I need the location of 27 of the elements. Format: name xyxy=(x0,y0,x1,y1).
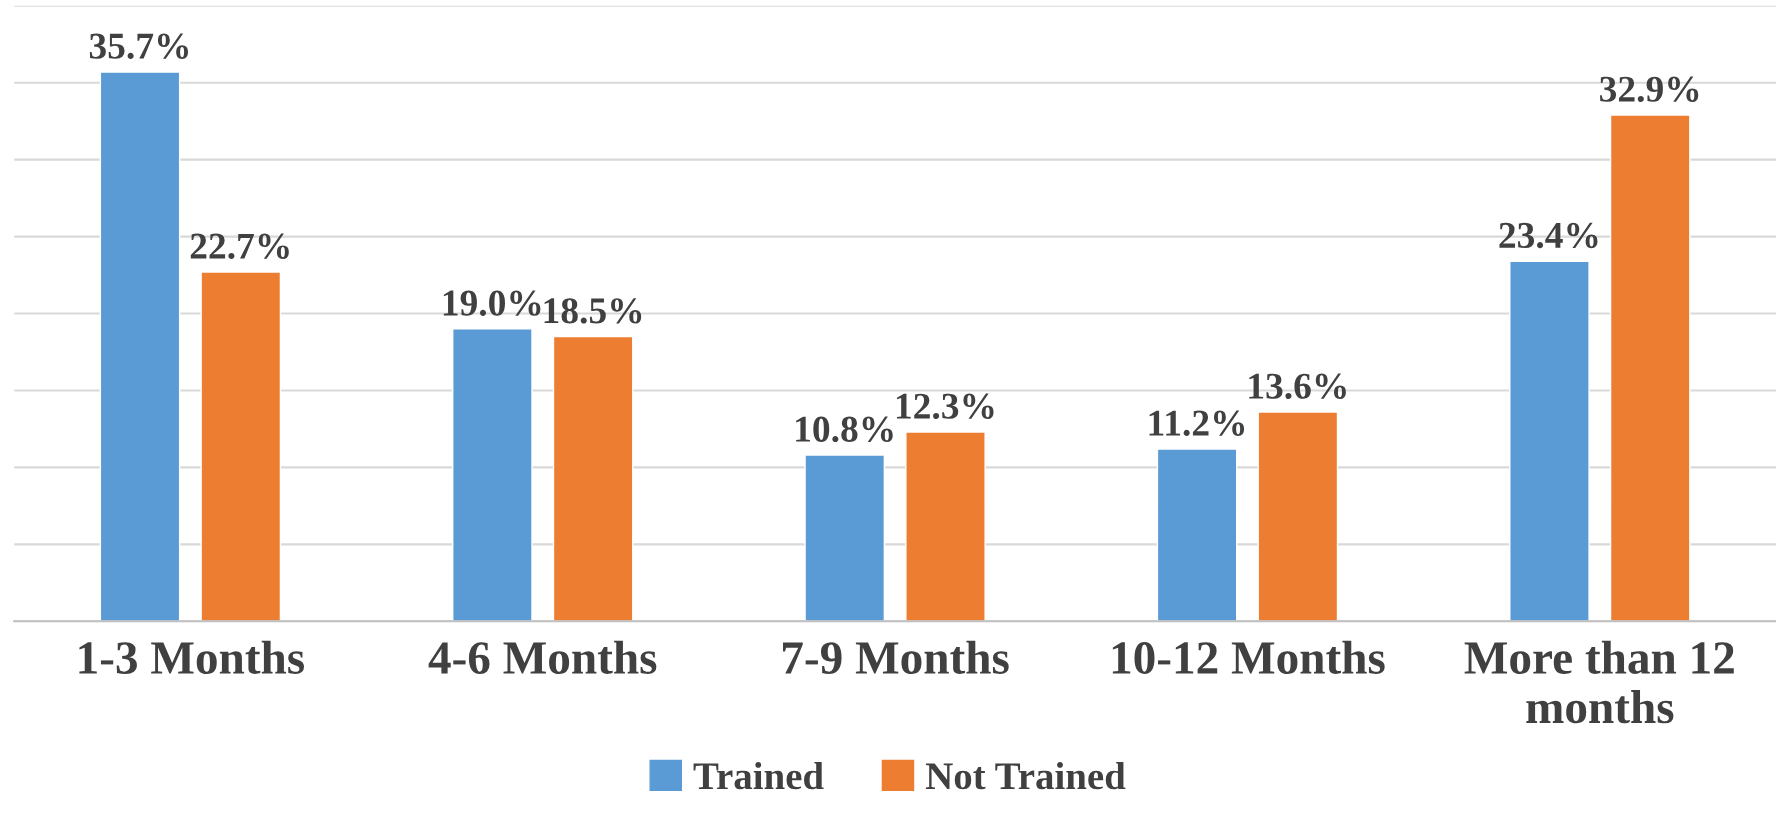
x-tick-label: 1-3 Months xyxy=(79,640,305,674)
data-label: 12.3% xyxy=(896,393,994,420)
data-label: 19.0% xyxy=(443,290,541,316)
data-label: 23.4% xyxy=(1499,222,1598,249)
x-tick-label: 7-9 Months xyxy=(783,640,1009,674)
bar xyxy=(99,71,181,622)
data-label: 18.5% xyxy=(544,298,642,324)
data-label: 11.2% xyxy=(1149,410,1245,436)
bar xyxy=(1509,260,1590,622)
bar xyxy=(905,431,986,622)
legend-label: Not Trained xyxy=(925,761,1126,790)
data-label: 35.7% xyxy=(89,33,189,59)
bar xyxy=(804,454,886,622)
x-tick-label: 4-6 Months xyxy=(428,640,657,674)
bar xyxy=(1257,411,1339,622)
data-label: 13.6% xyxy=(1249,373,1346,400)
x-tick-label: More than 12 months xyxy=(1464,640,1734,724)
data-label: 10.8% xyxy=(796,416,893,443)
legend-label: Trained xyxy=(693,761,824,790)
bar xyxy=(200,271,282,622)
bar xyxy=(1609,114,1691,622)
data-label: 32.9% xyxy=(1600,76,1699,103)
bar xyxy=(1156,448,1238,622)
bar xyxy=(452,328,533,622)
bar xyxy=(552,335,634,622)
x-tick-label: 10-12 Months xyxy=(1112,640,1385,674)
data-label: 22.7% xyxy=(190,233,289,259)
